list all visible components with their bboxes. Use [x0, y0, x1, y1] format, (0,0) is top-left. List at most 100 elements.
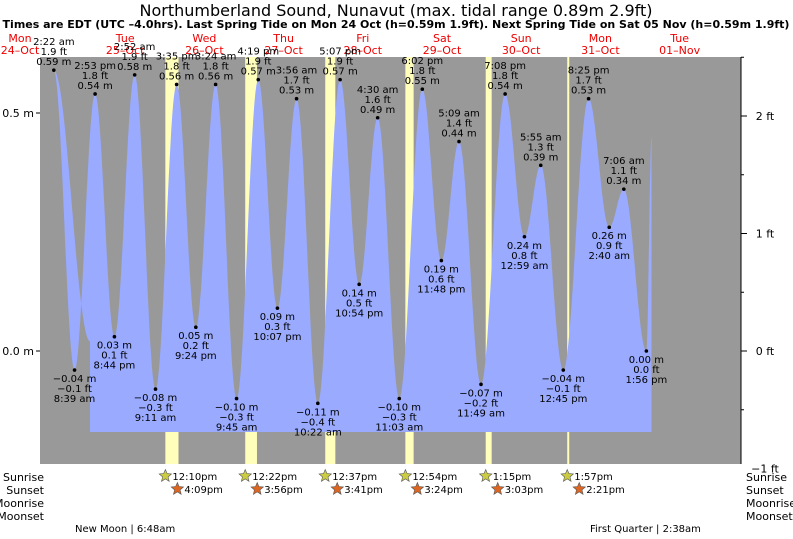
- high-tide-mark: 4:19 pm1.9 ft0.57 m: [237, 47, 279, 82]
- day-label-dow: Mon: [589, 32, 612, 45]
- high-tide-mark: 8:25 pm1.7 ft0.53 m: [568, 66, 609, 101]
- right-tick-label: −1 ft: [751, 463, 779, 476]
- tide-height-m: 0.26 m: [592, 231, 627, 242]
- tide-point: [234, 396, 239, 401]
- tide-point: [397, 396, 402, 401]
- tide-height-m: −0.04 m: [541, 374, 585, 385]
- low-tide-mark: −0.10 m−0.3 ft9:45 am: [215, 396, 258, 434]
- sunset-time: 3:56pm: [264, 485, 303, 496]
- sunset-time: 4:09pm: [184, 485, 223, 496]
- tide-point: [174, 82, 179, 87]
- right-tick-label: 2 ft: [756, 110, 775, 123]
- tide-height-m: 0.03 m: [97, 341, 132, 352]
- high-tide-mark: 4:30 am1.6 ft0.49 m: [357, 85, 398, 120]
- tide-height-ft: 0.1 ft: [101, 351, 127, 362]
- high-tide-mark: 2:52 am1.9 ft0.58 m: [114, 42, 156, 77]
- tide-height-ft: 1.1 ft: [611, 166, 637, 177]
- tide-extrema: 2:22 am1.9 ft0.59 m−0.04 m−0.1 ft8:39 am…: [33, 37, 667, 438]
- low-tide-mark: −0.08 m−0.3 ft9:11 am: [134, 387, 178, 424]
- high-tide-mark: 5:07 pm1.9 ft0.57 m: [319, 47, 361, 82]
- sunrise-time: 1:57pm: [574, 472, 613, 483]
- day-label-date: 01–Nov: [659, 44, 700, 57]
- tide-time: 3:24 am: [195, 51, 237, 62]
- tide-time: 6:02 pm: [401, 56, 443, 67]
- day-label-dow: Fri: [356, 32, 369, 45]
- tide-point: [622, 187, 626, 191]
- high-tide-mark: 7:06 am1.1 ft0.34 m: [603, 156, 645, 191]
- tide-height-m: 0.44 m: [441, 129, 476, 140]
- daylight-band: [485, 57, 492, 464]
- tide-time: 3:35 pm: [156, 51, 198, 62]
- row-label-left: Sunrise: [3, 471, 44, 484]
- tide-point: [644, 349, 649, 353]
- high-tide-mark: 3:35 pm1.8 ft0.56 m: [156, 51, 198, 87]
- sunrise-time: 1:15pm: [493, 472, 532, 483]
- sun-events: 12:10pm 4:09pm 12:22pm 3:56pm 12:37pm 3:41pm 1…: [158, 468, 625, 496]
- tide-height-ft: 0.9 ft: [596, 241, 622, 252]
- left-tick-label: 0.0 m: [2, 345, 34, 358]
- tide-point: [375, 115, 380, 120]
- tide-height-m: 0.24 m: [507, 241, 542, 252]
- tide-height-m: 0.58 m: [117, 62, 152, 73]
- tide-height-m: 0.57 m: [323, 67, 358, 78]
- right-tick-label: 1 ft: [756, 228, 775, 241]
- tide-height-m: 0.39 m: [523, 152, 558, 163]
- day-label-dow: Wed: [192, 32, 216, 45]
- sunset-icon: [170, 481, 185, 495]
- high-tide-mark: 6:02 pm1.8 ft0.55 m: [401, 56, 443, 91]
- tide-point: [357, 282, 361, 287]
- tide-time: 5:09 am: [438, 109, 480, 120]
- chart-title: Northumberland Sound, Nunavut (max. tida…: [140, 1, 653, 20]
- tide-time: 2:22 am: [33, 37, 75, 48]
- day-label-dow: Thu: [272, 32, 294, 45]
- tide-height-ft: 0.5 ft: [346, 298, 372, 309]
- row-label-right: Sunset: [746, 484, 784, 497]
- row-label-right: Moonrise: [746, 497, 793, 510]
- tide-height-m: −0.08 m: [134, 393, 178, 404]
- sunset-icon: [250, 481, 265, 495]
- tide-height-m: −0.07 m: [459, 388, 503, 399]
- tide-point: [561, 368, 566, 372]
- right-tick-label: 0 ft: [756, 345, 775, 358]
- tide-point: [294, 96, 299, 101]
- day-label-date: 24–Oct: [1, 44, 40, 57]
- sunrise-icon: [478, 468, 493, 482]
- daylight-band: [405, 57, 414, 464]
- tide-height-ft: 0.2 ft: [183, 341, 209, 352]
- tide-height-ft: 1.7 ft: [575, 76, 601, 87]
- tide-height-m: 0.53 m: [279, 86, 314, 97]
- tide-time: 8:39 am: [54, 394, 96, 405]
- day-label-dow: Sat: [433, 32, 452, 45]
- tide-height-ft: −0.1 ft: [546, 384, 581, 395]
- tide-point: [72, 368, 77, 372]
- tide-height-m: −0.04 m: [53, 374, 97, 385]
- tide-height-ft: 1.9 ft: [327, 57, 353, 68]
- sunset-time: 3:41pm: [344, 485, 383, 496]
- tide-height-ft: 1.8 ft: [492, 71, 518, 82]
- sunset-icon: [572, 481, 587, 495]
- tide-height-ft: −0.3 ft: [382, 413, 417, 424]
- high-tide-mark: 2:22 am1.9 ft0.59 m: [33, 37, 75, 72]
- tide-height-m: 0.14 m: [342, 288, 377, 299]
- tide-time: 2:40 am: [588, 251, 630, 262]
- tide-time: 7:06 am: [603, 156, 645, 167]
- tide-height-m: −0.10 m: [377, 403, 421, 414]
- row-label-left: Sunset: [6, 484, 44, 497]
- tide-height-m: 0.59 m: [36, 57, 71, 68]
- tide-height-m: 0.09 m: [260, 312, 295, 323]
- tide-time: 2:52 am: [114, 42, 156, 53]
- tide-height-m: 0.56 m: [198, 71, 233, 82]
- tide-time: 4:19 pm: [237, 47, 279, 58]
- tide-point: [439, 258, 444, 263]
- tide-height-m: 0.56 m: [159, 71, 194, 82]
- tide-time: 11:48 pm: [417, 285, 465, 296]
- tide-time: 7:08 pm: [484, 61, 526, 72]
- tide-height-ft: −0.3 ft: [138, 403, 173, 414]
- daylight-band: [567, 57, 570, 464]
- tide-point: [275, 306, 280, 310]
- sunset-icon: [410, 481, 425, 495]
